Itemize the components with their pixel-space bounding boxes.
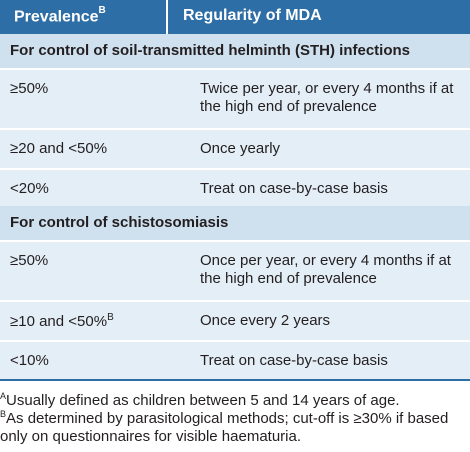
divider xyxy=(0,240,470,242)
table-row: <20% Treat on case-by-case basis xyxy=(0,170,470,206)
footnote-text: As determined by parasitological methods… xyxy=(0,410,449,445)
divider xyxy=(0,168,470,170)
prevalence-cell: ≥10 and <50%B xyxy=(10,312,114,330)
table-row: ≥20 and <50% Once yearly xyxy=(0,130,470,168)
regularity-cell: Twice per year, or every 4 months if at … xyxy=(200,80,454,115)
prevalence-cell: <20% xyxy=(10,180,49,197)
table-bottom-rule xyxy=(0,379,470,381)
header-divider xyxy=(166,0,168,34)
footnote-mark: B xyxy=(0,409,7,419)
footnote-b: BAs determined by parasitological method… xyxy=(0,405,470,446)
table-row: ≥50% Once per year, or every 4 months if… xyxy=(0,242,470,300)
header-prevalence-footnote-mark: B xyxy=(98,5,106,16)
divider xyxy=(0,300,470,302)
divider xyxy=(0,68,470,70)
footnote-a: AUsually defined as children between 5 a… xyxy=(0,387,470,410)
prevalence-cell: ≥50% xyxy=(10,80,49,97)
section-title: For control of schistosomiasis xyxy=(10,214,229,231)
section-header-sth: For control of soil-transmitted helminth… xyxy=(0,34,470,68)
footnote-mark: B xyxy=(107,312,114,323)
divider xyxy=(0,128,470,130)
regularity-cell: Once yearly xyxy=(200,140,281,157)
prevalence-cell: ≥50% xyxy=(10,252,49,269)
section-header-schistosomiasis: For control of schistosomiasis xyxy=(0,206,470,240)
footnote-mark: A xyxy=(0,391,7,401)
regularity-cell: Once per year, or every 4 months if at t… xyxy=(200,252,451,287)
regularity-cell: Once every 2 years xyxy=(200,312,331,329)
table-row: <10% Treat on case-by-case basis xyxy=(0,342,470,379)
regularity-cell: Treat on case-by-case basis xyxy=(200,352,388,369)
prevalence-cell: ≥20 and <50% xyxy=(10,140,108,157)
header-prevalence: PrevalenceB xyxy=(14,5,106,26)
header-regularity: Regularity of MDA xyxy=(183,7,322,24)
table-header: PrevalenceB Regularity of MDA xyxy=(0,0,470,34)
footnote-text: Usually defined as children between 5 an… xyxy=(6,392,400,409)
divider xyxy=(0,340,470,342)
table-row: ≥10 and <50%B Once every 2 years xyxy=(0,302,470,340)
regularity-cell: Treat on case-by-case basis xyxy=(200,180,388,197)
table-row: ≥50% Twice per year, or every 4 months i… xyxy=(0,70,470,128)
prevalence-cell: <10% xyxy=(10,352,49,369)
section-title: For control of soil-transmitted helminth… xyxy=(10,42,410,59)
